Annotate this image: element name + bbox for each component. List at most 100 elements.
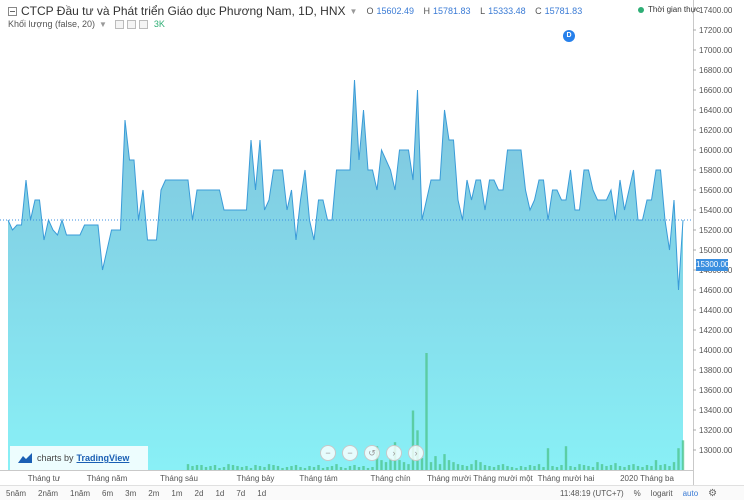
- scroll-right-button[interactable]: ›: [386, 445, 402, 461]
- volume-bar: [519, 466, 523, 470]
- volume-bar: [533, 466, 536, 470]
- volume-bar: [353, 465, 356, 470]
- volume-bar: [470, 464, 473, 470]
- y-tick-label: 15600.00: [699, 186, 733, 195]
- settings-icon[interactable]: [126, 19, 136, 29]
- volume-bar: [425, 353, 428, 470]
- eye-icon[interactable]: [114, 19, 124, 29]
- close-icon[interactable]: [138, 19, 148, 29]
- y-tick-label: 17400.00: [699, 6, 733, 15]
- auto-scale-toggle[interactable]: auto: [682, 489, 699, 498]
- volume-bar: [488, 466, 491, 470]
- volume-bar: [546, 448, 550, 470]
- volume-bar: [515, 468, 518, 470]
- volume-bar: [578, 464, 581, 470]
- volume-bar: [200, 465, 203, 470]
- symbol-title[interactable]: CTCP Đầu tư và Phát triển Giáo dục Phươn…: [21, 4, 346, 18]
- tradingview-logo-icon: [18, 453, 32, 463]
- watermark-brand[interactable]: TradingView: [76, 453, 130, 463]
- volume-bar: [312, 467, 316, 470]
- watermark-prefix: charts by: [37, 453, 74, 463]
- range-1d-button[interactable]: 1d: [215, 488, 225, 498]
- volume-bar: [330, 466, 334, 470]
- range-1y-button[interactable]: 1năm: [70, 488, 91, 498]
- volume-bar: [308, 466, 311, 470]
- zoom-out-alt-button[interactable]: −: [342, 445, 358, 461]
- chevron-down-icon[interactable]: ▼: [349, 6, 358, 16]
- x-tick-label: Tháng chín: [370, 474, 410, 483]
- tradingview-watermark[interactable]: charts by TradingView: [10, 446, 148, 470]
- log-toggle[interactable]: logarit: [650, 489, 673, 498]
- y-tick-label: 16200.00: [699, 126, 733, 135]
- range-1m-button[interactable]: 1m: [171, 488, 183, 498]
- volume-bar: [362, 466, 365, 470]
- y-tick-label: 15400.00: [699, 206, 733, 215]
- volume-bar: [609, 465, 613, 470]
- volume-bar: [407, 464, 410, 470]
- ohlc-values: O 15602.49 H 15781.83 L 15333.48 C 15781.83: [366, 6, 589, 16]
- y-tick-label: 15000.00: [699, 246, 733, 255]
- volume-bar: [600, 464, 604, 470]
- volume-bar: [218, 468, 221, 470]
- reset-chart-button[interactable]: ↺: [364, 445, 380, 461]
- volume-bar: [240, 467, 244, 470]
- y-tick-label: 13000.00: [699, 446, 733, 455]
- volume-bar: [492, 467, 496, 470]
- ohlc-close-key: C: [535, 6, 542, 16]
- collapse-legend-icon[interactable]: [8, 6, 17, 16]
- range-2m-button[interactable]: 2m: [148, 488, 160, 498]
- zoom-out-button[interactable]: −: [320, 445, 336, 461]
- dividend-marker[interactable]: D: [563, 30, 575, 42]
- x-tick-label: Tháng mười một: [473, 474, 533, 483]
- volume-bar: [555, 467, 559, 470]
- volume-bar: [524, 467, 527, 470]
- volume-bar: [582, 465, 586, 470]
- range-1d-alt-button[interactable]: 1d: [257, 488, 267, 498]
- volume-bar: [357, 467, 361, 470]
- volume-bar: [420, 458, 424, 470]
- volume-bar: [317, 465, 320, 470]
- volume-bar: [641, 467, 644, 470]
- scroll-end-button[interactable]: ›: [408, 445, 424, 461]
- ohlc-low-value: 15333.48: [488, 6, 526, 16]
- volume-bar: [618, 466, 622, 470]
- status-area: 11:48:19 (UTC+7) % logarit auto ⚙: [560, 486, 727, 500]
- chevron-down-icon[interactable]: ▼: [98, 19, 107, 29]
- y-tick-label: 17000.00: [699, 46, 733, 55]
- volume-bar: [299, 467, 302, 470]
- volume-bar: [677, 448, 680, 470]
- range-2y-button[interactable]: 2năm: [38, 488, 59, 498]
- x-tick-label: Tháng mười: [427, 474, 471, 483]
- range-2d-button[interactable]: 2d: [194, 488, 204, 498]
- volume-value: 3K: [153, 19, 165, 29]
- y-tick-label: 14200.00: [699, 326, 733, 335]
- percent-toggle[interactable]: %: [633, 489, 641, 498]
- x-tick-label: Tháng ba: [640, 474, 674, 483]
- range-3m-button[interactable]: 3m: [125, 488, 137, 498]
- y-tick-label: 15800.00: [699, 166, 733, 175]
- volume-bar: [227, 464, 230, 470]
- volume-bar: [371, 467, 374, 470]
- volume-bar: [632, 464, 635, 470]
- y-tick-label: 16400.00: [699, 106, 733, 115]
- ohlc-open-value: 15602.49: [376, 6, 414, 16]
- y-tick-label: 16800.00: [699, 66, 733, 75]
- gear-icon[interactable]: ⚙: [708, 488, 718, 499]
- range-7d-button[interactable]: 7d: [236, 488, 246, 498]
- x-tick-label: Tháng tám: [299, 474, 338, 483]
- volume-bar: [267, 464, 271, 470]
- volume-bar: [573, 467, 577, 470]
- volume-bar: [461, 465, 464, 470]
- range-6m-button[interactable]: 6m: [102, 488, 114, 498]
- volume-bar: [380, 460, 383, 470]
- volume-study-label[interactable]: Khối lượng (false, 20): [8, 19, 95, 29]
- volume-bar: [281, 468, 284, 470]
- volume-bar: [222, 467, 226, 470]
- volume-bar: [429, 462, 433, 470]
- range-5y-button[interactable]: 5năm: [6, 488, 27, 498]
- realtime-indicator: Thời gian thực: [638, 5, 700, 14]
- y-tick-label: 15200.00: [699, 226, 733, 235]
- clock-time[interactable]: 11:48:19 (UTC+7): [560, 489, 624, 498]
